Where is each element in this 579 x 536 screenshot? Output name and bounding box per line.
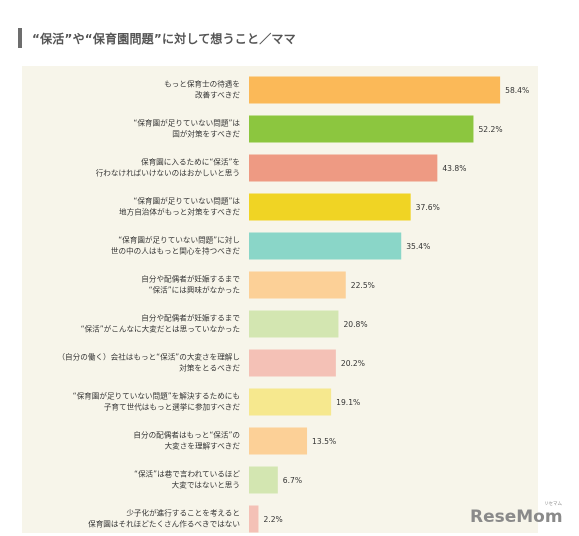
category-label-3: 保育園に入るために“保活”を行わなければいけないのはおかしいと思う xyxy=(96,157,240,178)
category-label-line: 大変ではないと思う xyxy=(172,480,240,490)
category-label-10: 自分の配偶者はもっと“保活”の大変さを理解すべきだ xyxy=(133,430,240,451)
value-label-8: 20.2% xyxy=(341,359,365,368)
logo-text: ReseMom xyxy=(470,507,563,527)
value-label-5: 35.4% xyxy=(406,242,430,251)
bar-2 xyxy=(249,115,474,143)
bar-5 xyxy=(249,232,402,260)
category-label-11: “保活”は巷で言われているほど大変ではないと思う xyxy=(134,469,240,490)
category-label-8: （自分の働く）会社はもっと“保活”の大変さを理解し対策をとるべきだ xyxy=(57,352,240,373)
value-label-10: 13.5% xyxy=(312,437,336,446)
category-label-line: “保育園が足りていない問題”は xyxy=(133,196,240,206)
category-label-line: “保活”には興味がなかった xyxy=(149,285,240,295)
category-label-line: 世の中の人はもっと関心を持つべきだ xyxy=(111,246,240,256)
category-label-line: 大変さを理解すべきだ xyxy=(165,441,241,451)
category-label-2: “保育園が足りていない問題”は国が対策をすべきだ xyxy=(133,118,240,139)
category-label-line: “保活”がこんなに大変だとは思っていなかった xyxy=(81,324,240,334)
value-label-6: 22.5% xyxy=(351,281,375,290)
bar-7 xyxy=(249,310,339,338)
category-label-12: 少子化が進行することを考えると保育園はそれほどたくさん作るべきではない xyxy=(88,508,240,529)
chart-title-area: “保活”や“保育園問題”に対して想うこと／ママ xyxy=(18,27,296,49)
value-label-7: 20.8% xyxy=(343,320,367,329)
category-label-line: 少子化が進行することを考えると xyxy=(126,508,240,518)
value-label-4: 37.6% xyxy=(416,203,440,212)
bar-3 xyxy=(249,154,438,182)
category-label-line: “保育園が足りていない問題”を解決するためにも xyxy=(73,391,240,401)
category-label-line: 保育園に入るために“保活”を xyxy=(141,157,240,167)
category-label-1: もっと保育士の待遇を改善すべきだ xyxy=(164,79,240,100)
category-label-line: 子育て世代はもっと選挙に参加すべきだ xyxy=(104,402,241,412)
bar-12 xyxy=(249,505,259,533)
bar-1 xyxy=(249,76,501,104)
value-label-12: 2.2% xyxy=(263,515,282,524)
category-label-line: 国が対策をすべきだ xyxy=(172,129,240,139)
value-label-9: 19.1% xyxy=(336,398,360,407)
bar-11 xyxy=(249,466,278,494)
category-label-line: 改善すべきだ xyxy=(195,90,240,100)
bar-4 xyxy=(249,193,411,221)
logo-subtext: リセマム xyxy=(544,501,562,507)
category-label-7: 自分や配偶者が妊娠するまで“保活”がこんなに大変だとは思っていなかった xyxy=(81,313,241,334)
title-accent-bar xyxy=(18,28,22,48)
category-label-line: 行わなければいけないのはおかしいと思う xyxy=(96,168,240,178)
category-label-6: 自分や配偶者が妊娠するまで“保活”には興味がなかった xyxy=(141,274,240,295)
value-label-3: 43.8% xyxy=(442,164,466,173)
chart-title: “保活”や“保育園問題”に対して想うこと／ママ xyxy=(32,31,296,46)
resemom-logo: リセマム ReseMom xyxy=(470,501,563,527)
value-label-1: 58.4% xyxy=(505,86,529,95)
category-label-line: もっと保育士の待遇を xyxy=(164,79,240,89)
bar-10 xyxy=(249,427,308,455)
category-label-line: 自分や配偶者が妊娠するまで xyxy=(141,313,240,323)
chart-panel: 58.4% もっと保育士の待遇を改善すべきだ 52.2% “保育園が足りていない問題”… xyxy=(22,66,538,533)
category-label-line: 自分の配偶者はもっと“保活”の xyxy=(133,430,240,440)
bar-6 xyxy=(249,271,346,299)
category-label-line: 地方自治体がもっと対策をすべきだ xyxy=(119,207,240,217)
category-label-9: “保育園が足りていない問題”を解決するためにも子育て世代はもっと選挙に参加すべき… xyxy=(73,391,241,412)
value-label-2: 52.2% xyxy=(478,125,502,134)
bar-9 xyxy=(249,388,332,416)
category-label-line: 保育園はそれほどたくさん作るべきではない xyxy=(88,519,240,529)
category-label-line: （自分の働く）会社はもっと“保活”の大変さを理解し xyxy=(57,352,240,362)
bar-8 xyxy=(249,349,336,377)
category-label-line: “保育園が足りていない問題”は xyxy=(133,118,240,128)
category-label-4: “保育園が足りていない問題”は地方自治体がもっと対策をすべきだ xyxy=(119,196,240,217)
bar-chart: 58.4% もっと保育士の待遇を改善すべきだ 52.2% “保育園が足りていない問題”… xyxy=(57,76,529,533)
category-label-5: “保育園が足りていない問題”に対し世の中の人はもっと関心を持つべきだ xyxy=(111,235,240,256)
category-label-line: “保育園が足りていない問題”に対し xyxy=(118,235,240,245)
category-label-line: “保活”は巷で言われているほど xyxy=(134,469,240,479)
value-label-11: 6.7% xyxy=(283,476,302,485)
category-label-line: 対策をとるべきだ xyxy=(179,363,240,373)
category-label-line: 自分や配偶者が妊娠するまで xyxy=(141,274,240,284)
